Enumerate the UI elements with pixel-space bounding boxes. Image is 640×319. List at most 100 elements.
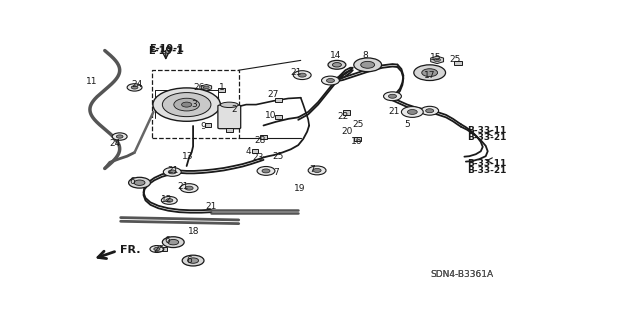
- Text: 15: 15: [430, 53, 442, 63]
- Text: 17: 17: [424, 71, 436, 80]
- Text: 21: 21: [167, 166, 179, 175]
- Circle shape: [182, 102, 192, 107]
- Circle shape: [161, 197, 177, 204]
- FancyBboxPatch shape: [355, 137, 361, 141]
- Circle shape: [168, 240, 179, 245]
- Circle shape: [168, 170, 176, 174]
- FancyBboxPatch shape: [275, 98, 282, 102]
- Circle shape: [332, 63, 341, 67]
- Circle shape: [154, 248, 160, 251]
- Text: 21: 21: [177, 182, 189, 191]
- Circle shape: [321, 76, 339, 85]
- Circle shape: [166, 199, 173, 202]
- Text: 19: 19: [294, 184, 305, 193]
- Text: 4: 4: [246, 147, 252, 156]
- Circle shape: [313, 168, 321, 172]
- Text: 24: 24: [131, 80, 143, 89]
- Text: 22: 22: [337, 112, 349, 122]
- FancyBboxPatch shape: [344, 110, 350, 115]
- Text: E-19-1: E-19-1: [149, 44, 184, 54]
- Circle shape: [150, 246, 164, 252]
- Text: 21: 21: [291, 68, 302, 77]
- Circle shape: [293, 71, 311, 79]
- Circle shape: [298, 73, 306, 77]
- FancyBboxPatch shape: [260, 135, 267, 139]
- Text: 20: 20: [341, 127, 353, 136]
- Text: 12: 12: [161, 195, 173, 204]
- Text: 8: 8: [363, 51, 369, 60]
- Text: 23: 23: [252, 153, 263, 162]
- Text: 7: 7: [309, 165, 315, 174]
- Text: 25: 25: [154, 245, 165, 254]
- Circle shape: [361, 61, 374, 68]
- Circle shape: [262, 169, 270, 173]
- Text: E-19-1: E-19-1: [148, 46, 183, 56]
- Circle shape: [257, 167, 275, 175]
- Circle shape: [308, 166, 326, 175]
- Text: 11: 11: [86, 77, 98, 86]
- Circle shape: [163, 237, 184, 248]
- Circle shape: [129, 177, 150, 188]
- Circle shape: [112, 133, 127, 140]
- Text: 27: 27: [268, 90, 279, 99]
- Circle shape: [401, 107, 423, 117]
- Circle shape: [326, 78, 335, 83]
- Text: SDN4-B3361A: SDN4-B3361A: [430, 270, 493, 278]
- Text: 21: 21: [205, 202, 217, 211]
- Circle shape: [328, 60, 346, 69]
- Text: 1: 1: [218, 83, 224, 92]
- Text: 13: 13: [182, 152, 194, 161]
- Circle shape: [420, 106, 438, 115]
- Text: 6: 6: [129, 177, 135, 187]
- Text: 14: 14: [330, 51, 342, 60]
- Text: B-33-11: B-33-11: [467, 159, 506, 168]
- Circle shape: [204, 86, 209, 89]
- Text: B-33-21: B-33-21: [467, 133, 506, 142]
- Circle shape: [185, 186, 193, 190]
- Circle shape: [408, 109, 417, 115]
- Circle shape: [174, 98, 200, 111]
- Circle shape: [383, 92, 401, 101]
- Circle shape: [388, 94, 397, 98]
- Text: 7: 7: [273, 168, 279, 177]
- Text: 6: 6: [164, 236, 170, 245]
- FancyBboxPatch shape: [252, 149, 257, 153]
- Text: 26: 26: [193, 83, 205, 92]
- Text: 25: 25: [450, 56, 461, 64]
- Ellipse shape: [220, 102, 238, 108]
- Text: 6: 6: [186, 256, 192, 265]
- Circle shape: [163, 93, 211, 117]
- Text: SDN4-B3361A: SDN4-B3361A: [430, 270, 493, 279]
- Text: 25: 25: [352, 120, 364, 129]
- FancyBboxPatch shape: [218, 88, 225, 92]
- Text: B-33-21: B-33-21: [467, 166, 506, 175]
- FancyBboxPatch shape: [275, 115, 282, 119]
- FancyBboxPatch shape: [159, 247, 167, 251]
- Circle shape: [414, 65, 445, 80]
- Circle shape: [182, 255, 204, 266]
- Text: 10: 10: [265, 111, 276, 120]
- Circle shape: [134, 180, 145, 185]
- Circle shape: [354, 58, 381, 72]
- Circle shape: [188, 258, 198, 263]
- Circle shape: [116, 135, 123, 138]
- Circle shape: [127, 84, 142, 91]
- Circle shape: [434, 58, 440, 62]
- Polygon shape: [431, 56, 444, 63]
- Circle shape: [180, 184, 198, 193]
- Circle shape: [422, 69, 438, 77]
- Polygon shape: [202, 85, 212, 90]
- Circle shape: [163, 167, 181, 176]
- Circle shape: [426, 109, 434, 113]
- FancyBboxPatch shape: [205, 123, 211, 127]
- Text: 18: 18: [188, 226, 200, 236]
- FancyBboxPatch shape: [218, 105, 241, 129]
- Text: 2: 2: [231, 105, 237, 114]
- Text: B-33-11: B-33-11: [467, 126, 506, 135]
- Text: 9: 9: [200, 122, 206, 131]
- Bar: [152, 70, 239, 138]
- Text: FR.: FR.: [120, 245, 140, 255]
- Text: 21: 21: [388, 108, 400, 116]
- FancyBboxPatch shape: [226, 128, 233, 132]
- Circle shape: [153, 88, 220, 121]
